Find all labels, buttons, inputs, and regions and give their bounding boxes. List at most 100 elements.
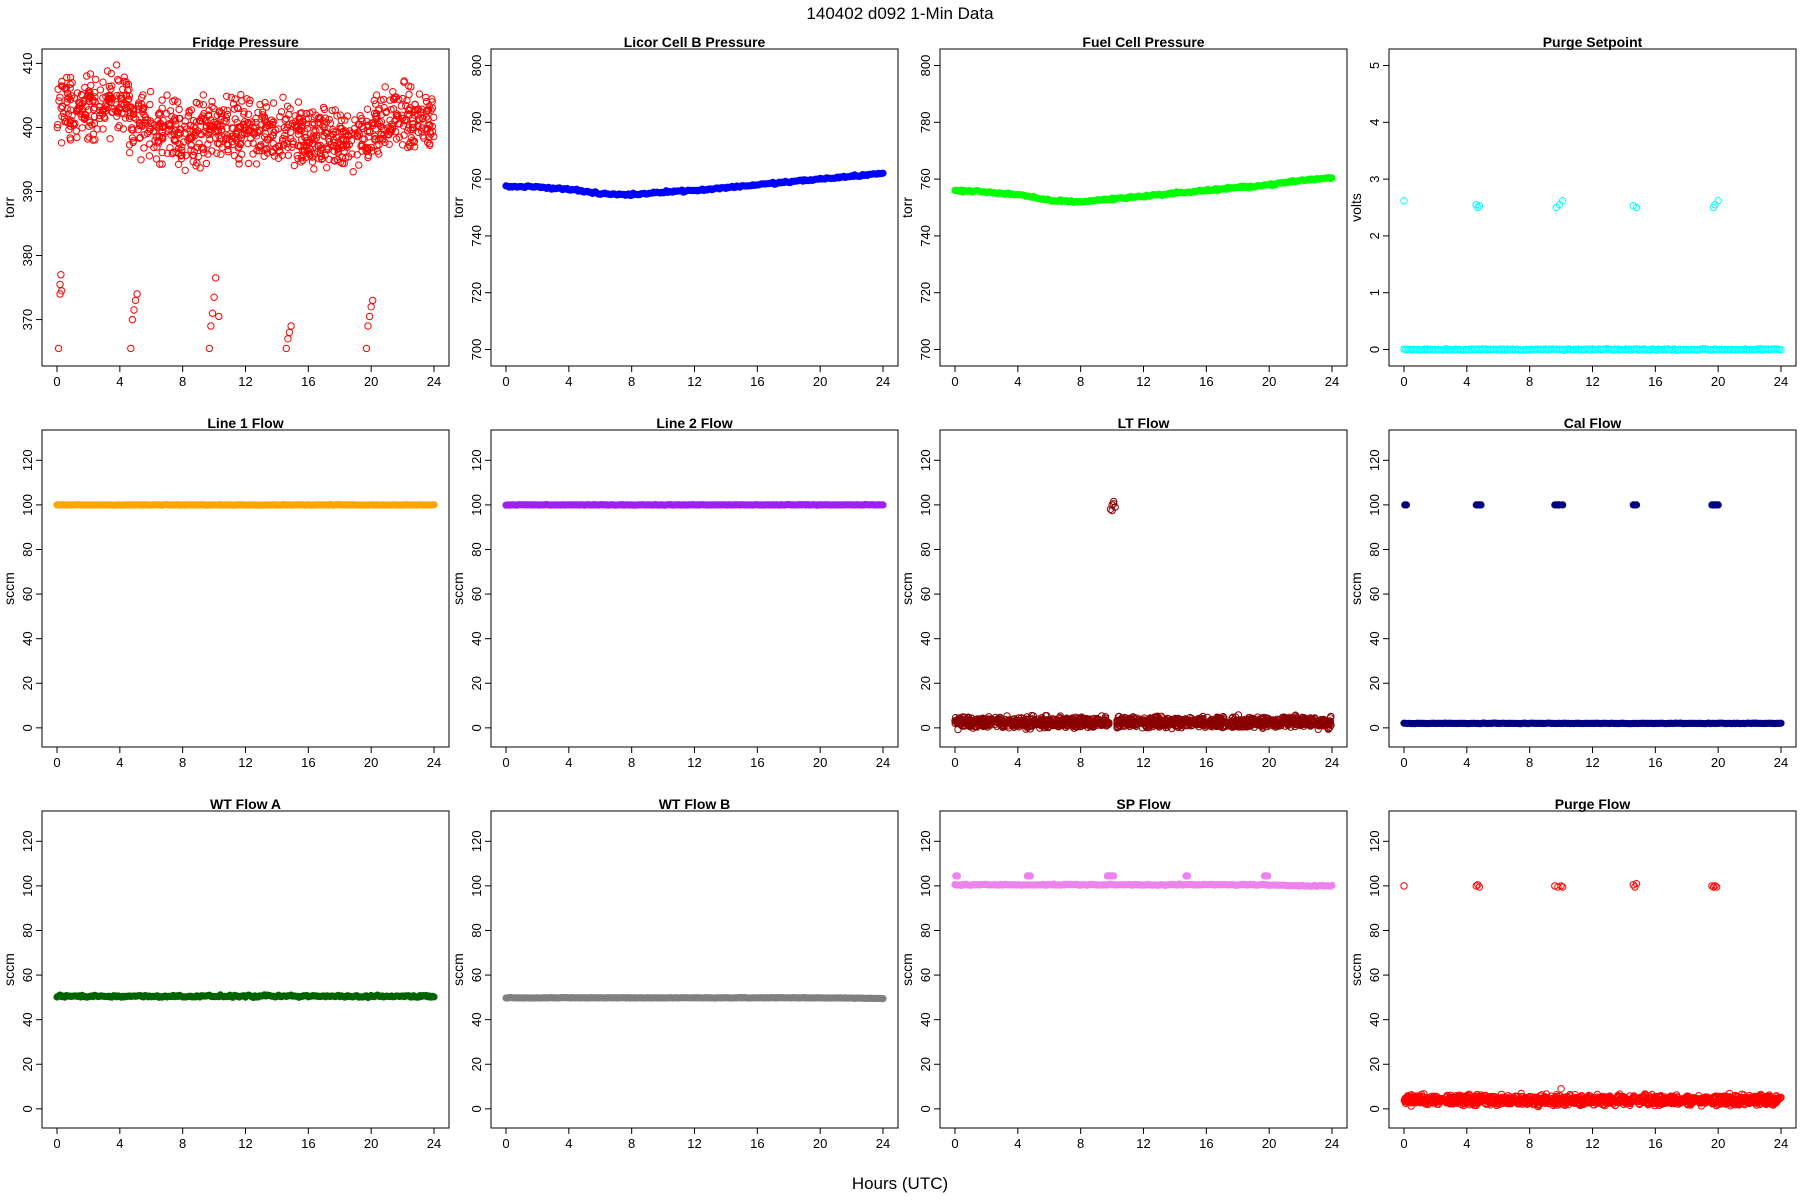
data-point bbox=[358, 117, 366, 125]
y-tick-label: 370 bbox=[20, 309, 35, 331]
y-tick-label: 60 bbox=[20, 587, 35, 601]
y-axis-label: sccm bbox=[899, 953, 915, 986]
data-point bbox=[244, 118, 252, 127]
x-tick-label: 12 bbox=[1136, 1136, 1150, 1151]
data-point bbox=[136, 133, 145, 142]
x-tick-label: 8 bbox=[179, 1136, 186, 1151]
data-point bbox=[1328, 881, 1336, 890]
data-point bbox=[145, 152, 154, 160]
y-tick-label: 80 bbox=[469, 923, 484, 937]
data-point bbox=[143, 129, 152, 138]
y-tick-label: 80 bbox=[469, 542, 484, 556]
data-point bbox=[126, 149, 134, 157]
x-tick-label: 16 bbox=[750, 1136, 764, 1151]
data-point bbox=[353, 132, 362, 141]
data-point bbox=[205, 344, 214, 353]
y-tick-label: 120 bbox=[20, 449, 35, 471]
data-point bbox=[430, 501, 438, 509]
data-point bbox=[131, 296, 140, 305]
data-point bbox=[325, 115, 333, 124]
data-point bbox=[289, 140, 297, 148]
data-point bbox=[1777, 719, 1785, 727]
x-tick-label: 4 bbox=[1463, 755, 1470, 770]
data-point bbox=[170, 135, 179, 143]
data-point bbox=[199, 101, 208, 109]
data-point bbox=[91, 98, 99, 106]
data-point bbox=[279, 93, 287, 102]
data-point bbox=[87, 92, 95, 101]
data-point bbox=[67, 106, 75, 114]
data-point bbox=[60, 109, 68, 118]
y-tick-label: 760 bbox=[918, 168, 933, 190]
data-point bbox=[259, 108, 267, 116]
data-point bbox=[65, 125, 73, 134]
y-axis-label: sccm bbox=[450, 572, 466, 605]
data-point bbox=[426, 128, 434, 136]
data-point bbox=[122, 91, 131, 100]
data-point bbox=[257, 141, 265, 149]
data-point bbox=[215, 107, 224, 115]
data-point bbox=[195, 139, 203, 148]
data-point bbox=[224, 148, 232, 156]
data-point bbox=[54, 344, 63, 353]
x-tick-label: 24 bbox=[1774, 374, 1788, 389]
data-point bbox=[321, 128, 329, 137]
data-points bbox=[1400, 880, 1785, 1111]
data-point bbox=[90, 112, 99, 121]
data-point bbox=[66, 118, 74, 127]
data-point bbox=[113, 112, 121, 120]
panel-title: WT Flow B bbox=[659, 796, 731, 812]
data-point bbox=[425, 102, 433, 110]
data-point bbox=[146, 87, 155, 96]
data-point bbox=[235, 160, 243, 168]
data-point bbox=[54, 85, 62, 93]
data-point bbox=[325, 137, 334, 146]
data-points bbox=[53, 500, 438, 509]
data-point bbox=[256, 100, 264, 109]
x-tick-label: 24 bbox=[1325, 755, 1339, 770]
data-point bbox=[197, 130, 206, 139]
data-point bbox=[112, 61, 121, 69]
data-point bbox=[363, 143, 371, 152]
x-tick-label: 20 bbox=[1711, 1136, 1725, 1151]
data-points bbox=[1400, 501, 1785, 728]
x-tick-label: 20 bbox=[1262, 755, 1276, 770]
data-point bbox=[277, 108, 286, 116]
data-point bbox=[400, 78, 408, 86]
data-point bbox=[86, 70, 95, 78]
figure-xlabel: Hours (UTC) bbox=[852, 1174, 948, 1193]
y-tick-label: 40 bbox=[469, 1012, 484, 1026]
x-tick-label: 8 bbox=[1526, 1136, 1533, 1151]
x-tick-label: 24 bbox=[427, 374, 441, 389]
y-tick-label: 100 bbox=[918, 875, 933, 897]
data-point bbox=[321, 114, 330, 122]
data-point bbox=[399, 94, 407, 103]
data-point bbox=[350, 124, 359, 133]
data-point bbox=[112, 107, 120, 115]
data-point bbox=[122, 78, 130, 86]
data-point bbox=[324, 145, 332, 153]
x-tick-label: 24 bbox=[427, 1136, 441, 1151]
data-point bbox=[284, 335, 292, 343]
y-tick-label: 100 bbox=[1367, 494, 1382, 516]
y-tick-label: 60 bbox=[918, 587, 933, 601]
y-tick-label: 120 bbox=[469, 449, 484, 471]
x-tick-label: 8 bbox=[1526, 374, 1533, 389]
x-tick-label: 0 bbox=[502, 755, 509, 770]
y-tick-label: 120 bbox=[918, 449, 933, 471]
x-tick-label: 20 bbox=[1711, 374, 1725, 389]
data-point bbox=[174, 128, 183, 137]
data-point bbox=[371, 135, 379, 143]
data-point bbox=[125, 114, 134, 123]
x-tick-label: 12 bbox=[687, 755, 701, 770]
y-tick-label: 4 bbox=[1367, 119, 1382, 126]
data-point bbox=[240, 120, 248, 128]
x-tick-label: 0 bbox=[1400, 755, 1407, 770]
x-tick-label: 16 bbox=[1199, 1136, 1213, 1151]
data-point bbox=[137, 156, 145, 164]
data-point bbox=[371, 100, 380, 108]
y-tick-label: 60 bbox=[918, 968, 933, 982]
x-tick-label: 16 bbox=[301, 374, 315, 389]
